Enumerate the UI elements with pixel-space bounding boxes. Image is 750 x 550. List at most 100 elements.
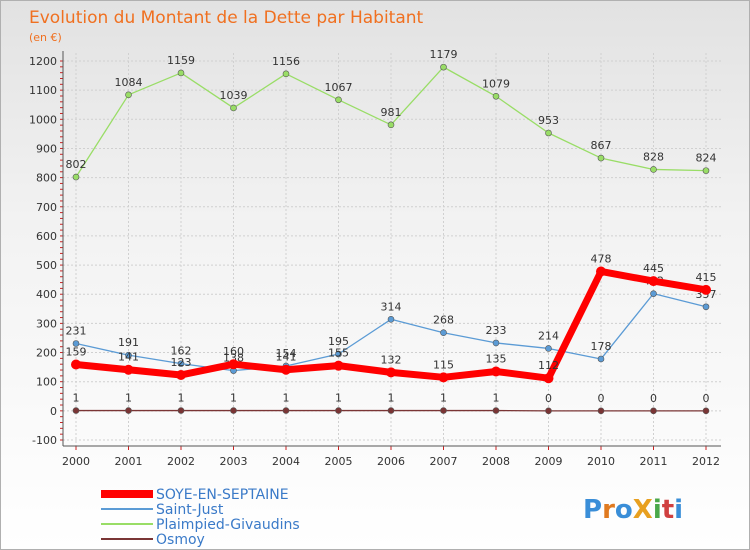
logo-text: ProXiti (583, 495, 683, 525)
x-tick-label: 2004 (272, 455, 300, 468)
x-tick-label: 2012 (692, 455, 720, 468)
data-point-plaimpied-givaudins (545, 129, 552, 137)
x-tick-label: 2005 (325, 455, 353, 468)
data-point-soye-en-septaine (176, 369, 186, 380)
data-label-plaimpied-givaudins: 981 (381, 106, 402, 119)
y-tick-label: 800 (36, 172, 57, 185)
x-tick-label: 2001 (115, 455, 143, 468)
y-tick-label: 1200 (29, 55, 57, 68)
axes: -100010020030040050060070080090010001100… (29, 51, 721, 468)
data-point-soye-en-septaine (543, 373, 554, 384)
data-label-osmoy: 0 (650, 392, 657, 405)
data-point-soye-en-septaine (333, 360, 344, 371)
data-label-soye-en-septaine: 160 (223, 345, 244, 358)
legend-label-saint-just: Saint-Just (156, 502, 224, 518)
data-label-osmoy: 1 (493, 392, 500, 405)
data-label-osmoy: 0 (545, 392, 552, 405)
data-label-saint-just: 191 (118, 336, 139, 349)
data-point-plaimpied-givaudins (650, 166, 657, 173)
proxiti-logo: ProXiti (583, 495, 683, 525)
x-tick-label: 2007 (430, 455, 458, 468)
data-point-plaimpied-givaudins (335, 96, 342, 104)
y-tick-label: 700 (36, 201, 57, 214)
data-point-saint-just (387, 316, 395, 323)
data-label-plaimpied-givaudins: 1156 (272, 55, 300, 68)
data-label-soye-en-septaine: 445 (643, 262, 664, 275)
data-label-soye-en-septaine: 415 (696, 271, 717, 284)
data-point-soye-en-septaine (701, 284, 711, 295)
data-label-saint-just: 233 (486, 324, 507, 337)
data-point-saint-just (440, 329, 447, 337)
data-label-plaimpied-givaudins: 1067 (325, 81, 353, 94)
x-tick-label: 2000 (62, 455, 90, 468)
data-label-plaimpied-givaudins: 802 (66, 158, 87, 171)
y-tick-label: 300 (36, 317, 57, 330)
data-point-saint-just (492, 339, 500, 347)
data-label-plaimpied-givaudins: 953 (538, 114, 559, 127)
data-point-soye-en-septaine (71, 359, 81, 370)
y-tick-label: 1000 (29, 113, 57, 126)
y-tick-label: 1100 (29, 84, 57, 97)
data-point-plaimpied-givaudins (492, 92, 500, 100)
data-label-osmoy: 1 (283, 392, 290, 405)
data-label-osmoy: 1 (73, 392, 80, 405)
data-label-soye-en-septaine: 159 (66, 345, 87, 358)
legend-label-osmoy: Osmoy (156, 532, 205, 548)
chart-subtitle: (en €) (29, 31, 62, 44)
data-label-plaimpied-givaudins: 1179 (430, 48, 458, 61)
data-label-osmoy: 1 (335, 392, 342, 405)
data-label-osmoy: 0 (703, 392, 710, 405)
data-point-osmoy (72, 407, 80, 414)
data-point-soye-en-septaine (491, 366, 501, 377)
data-point-plaimpied-givaudins (702, 167, 710, 174)
data-label-soye-en-septaine: 141 (118, 351, 139, 364)
data-point-soye-en-septaine (386, 367, 396, 378)
data-label-soye-en-septaine: 123 (171, 356, 192, 369)
data-point-saint-just (177, 360, 185, 367)
grid (63, 53, 721, 446)
data-point-osmoy (125, 407, 132, 414)
chart-title: Evolution du Montant de la Dette par Hab… (29, 8, 424, 28)
data-point-saint-just (545, 345, 552, 352)
data-label-saint-just: 268 (433, 314, 454, 327)
data-point-soye-en-septaine (228, 359, 239, 370)
data-point-saint-just (335, 350, 342, 358)
data-label-osmoy: 1 (230, 392, 237, 405)
x-tick-label: 2003 (220, 455, 248, 468)
y-tick-label: -100 (32, 434, 57, 447)
data-point-osmoy (597, 407, 605, 415)
data-label-saint-just: 314 (381, 300, 402, 313)
data-point-plaimpied-givaudins (72, 173, 80, 181)
x-tick-label: 2009 (535, 455, 563, 468)
data-label-soye-en-septaine: 135 (486, 352, 507, 365)
data-label-soye-en-septaine: 115 (433, 358, 454, 371)
data-label-osmoy: 1 (178, 392, 185, 405)
data-label-osmoy: 1 (388, 392, 395, 405)
y-tick-label: 200 (36, 347, 57, 360)
data-point-osmoy (650, 407, 657, 415)
data-label-osmoy: 1 (125, 392, 132, 405)
data-point-saint-just (650, 290, 657, 297)
y-tick-label: 400 (36, 288, 57, 301)
data-label-plaimpied-givaudins: 1159 (167, 54, 195, 67)
legend: SOYE-EN-SEPTAINESaint-JustPlaimpied-Giva… (101, 487, 300, 548)
data-label-osmoy: 1 (440, 392, 447, 405)
data-label-soye-en-septaine: 141 (276, 351, 297, 364)
data-point-osmoy (440, 407, 447, 414)
data-label-soye-en-septaine: 155 (328, 347, 349, 360)
data-point-osmoy (177, 407, 185, 414)
data-point-osmoy (545, 407, 552, 415)
data-point-soye-en-septaine (281, 364, 291, 375)
data-label-osmoy: 0 (598, 392, 605, 405)
data-point-osmoy (387, 407, 395, 414)
x-tick-label: 2010 (587, 455, 615, 468)
x-tick-label: 2006 (377, 455, 405, 468)
data-point-soye-en-septaine (438, 372, 449, 383)
legend-label-plaimpied-givaudins: Plaimpied-Givaudins (156, 517, 300, 533)
data-label-saint-just: 178 (591, 340, 612, 353)
data-label-saint-just: 154 (276, 347, 297, 360)
data-label-saint-just: 214 (538, 329, 559, 342)
data-label-soye-en-septaine: 478 (591, 252, 612, 265)
